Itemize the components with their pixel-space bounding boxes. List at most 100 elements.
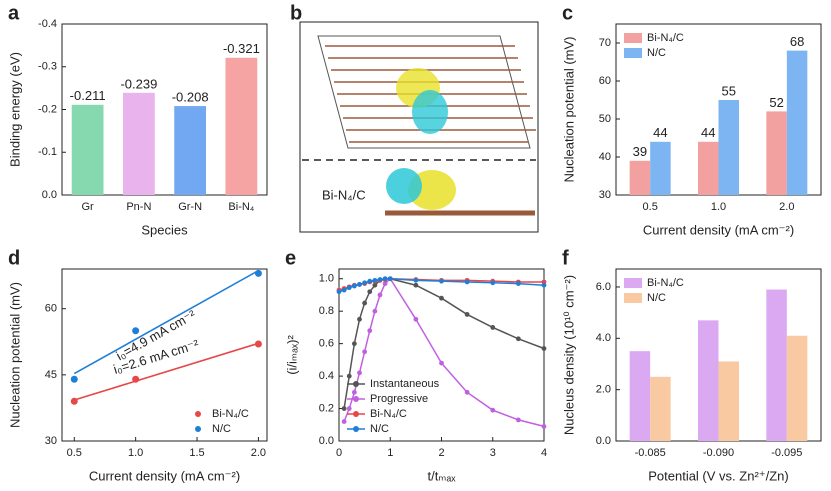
point [357, 282, 362, 287]
y-tick-label: 0.4 [319, 370, 334, 382]
legend-label: Bi-N₄/C [212, 408, 249, 420]
y-tick-label: 45 [45, 369, 57, 381]
y-tick-label: 60 [599, 75, 611, 87]
point [464, 279, 470, 285]
point [70, 397, 78, 405]
point [362, 300, 368, 306]
x-tick-label: Bi-N₄ [228, 201, 254, 213]
cell-outline [317, 35, 531, 149]
bar [650, 141, 671, 195]
bar [225, 57, 258, 196]
legend-label: Instantaneous [370, 378, 440, 390]
point [346, 373, 352, 379]
point [346, 406, 352, 411]
bar [698, 141, 719, 195]
legend-label: Progressive [370, 393, 428, 405]
point [382, 281, 388, 287]
y-axis-label: Nucleus density (10¹⁰ cm⁻²) [561, 275, 576, 435]
point [351, 389, 357, 395]
point [372, 308, 378, 314]
x-tick-label: -0.090 [703, 447, 734, 459]
legend-marker [195, 426, 201, 432]
x-tick-label: 4 [541, 447, 547, 459]
y-tick-label: 1.0 [319, 273, 334, 285]
point [351, 341, 357, 347]
legend-label: N/C [647, 47, 666, 59]
x-axis-label: t/tₘₐₓ [427, 468, 456, 483]
x-axis-label: Current density (mA cm⁻²) [89, 468, 240, 483]
legend-marker [353, 381, 359, 387]
legend-label: N/C [212, 423, 231, 435]
point [346, 285, 352, 291]
x-tick-label: 2 [438, 447, 444, 459]
point [377, 277, 383, 282]
value-label: 39 [633, 144, 647, 159]
point [413, 282, 419, 288]
point [351, 283, 357, 289]
y-axis-label: Nucleation potential (mV) [561, 37, 576, 183]
y-axis-label: (i/iₘₐₓ)² [284, 335, 299, 375]
point [439, 295, 444, 301]
point [541, 346, 547, 351]
legend-swatch [624, 33, 642, 43]
point [341, 419, 347, 424]
bar [766, 289, 787, 441]
point [357, 370, 362, 376]
point [372, 277, 378, 283]
point [387, 276, 393, 282]
bar [650, 376, 671, 441]
x-axis-label: Potential (V vs. Zn²⁺/Zn) [648, 468, 789, 483]
legend-label: Bi-N₄/C [647, 277, 684, 289]
y-tick-label: -0.4 [38, 18, 57, 30]
point [367, 289, 373, 295]
y-tick-label: 40 [599, 151, 611, 163]
x-tick-label: -0.085 [635, 447, 666, 459]
point [515, 336, 521, 342]
point [377, 292, 383, 298]
y-tick-label: 0.8 [319, 305, 334, 317]
panel-label: e [285, 247, 296, 269]
x-tick-label: Gr [82, 201, 95, 213]
point [413, 316, 419, 322]
value-label: 52 [769, 95, 783, 110]
point [382, 276, 388, 282]
x-tick-label: 3 [490, 447, 496, 459]
legend-marker [353, 396, 359, 402]
bar [629, 351, 651, 441]
y-tick-label: 0.0 [319, 435, 334, 447]
x-tick-label: 0.5 [643, 201, 658, 213]
point [439, 278, 444, 284]
point [341, 406, 347, 411]
point [490, 325, 496, 330]
point [336, 289, 342, 295]
bar [174, 106, 207, 195]
fit-line [73, 269, 259, 375]
value-label: 44 [653, 125, 667, 140]
y-tick-label: 0.0 [42, 189, 57, 201]
point [132, 327, 140, 335]
bar [698, 320, 719, 441]
point [515, 281, 521, 287]
legend-swatch [624, 293, 642, 303]
point [254, 340, 262, 348]
y-axis-label: Binding energy (eV) [7, 52, 22, 167]
legend-label: N/C [370, 423, 389, 435]
bar [122, 92, 155, 195]
x-tick-label: 1 [387, 447, 393, 459]
value-label: -0.211 [70, 88, 106, 103]
point [464, 389, 470, 395]
bar [786, 335, 808, 441]
x-tick-label: 1.5 [189, 447, 204, 459]
point [132, 375, 140, 383]
point [341, 287, 347, 293]
legend-label: N/C [647, 292, 666, 304]
fit-line [74, 342, 259, 401]
value-label: -0.239 [120, 76, 157, 91]
x-tick-label: 0 [336, 447, 342, 459]
y-tick-label: 0.0 [596, 435, 611, 447]
point [541, 423, 547, 429]
point [372, 282, 378, 288]
x-tick-label: 2.0 [779, 201, 794, 213]
legend-swatch [624, 48, 642, 58]
